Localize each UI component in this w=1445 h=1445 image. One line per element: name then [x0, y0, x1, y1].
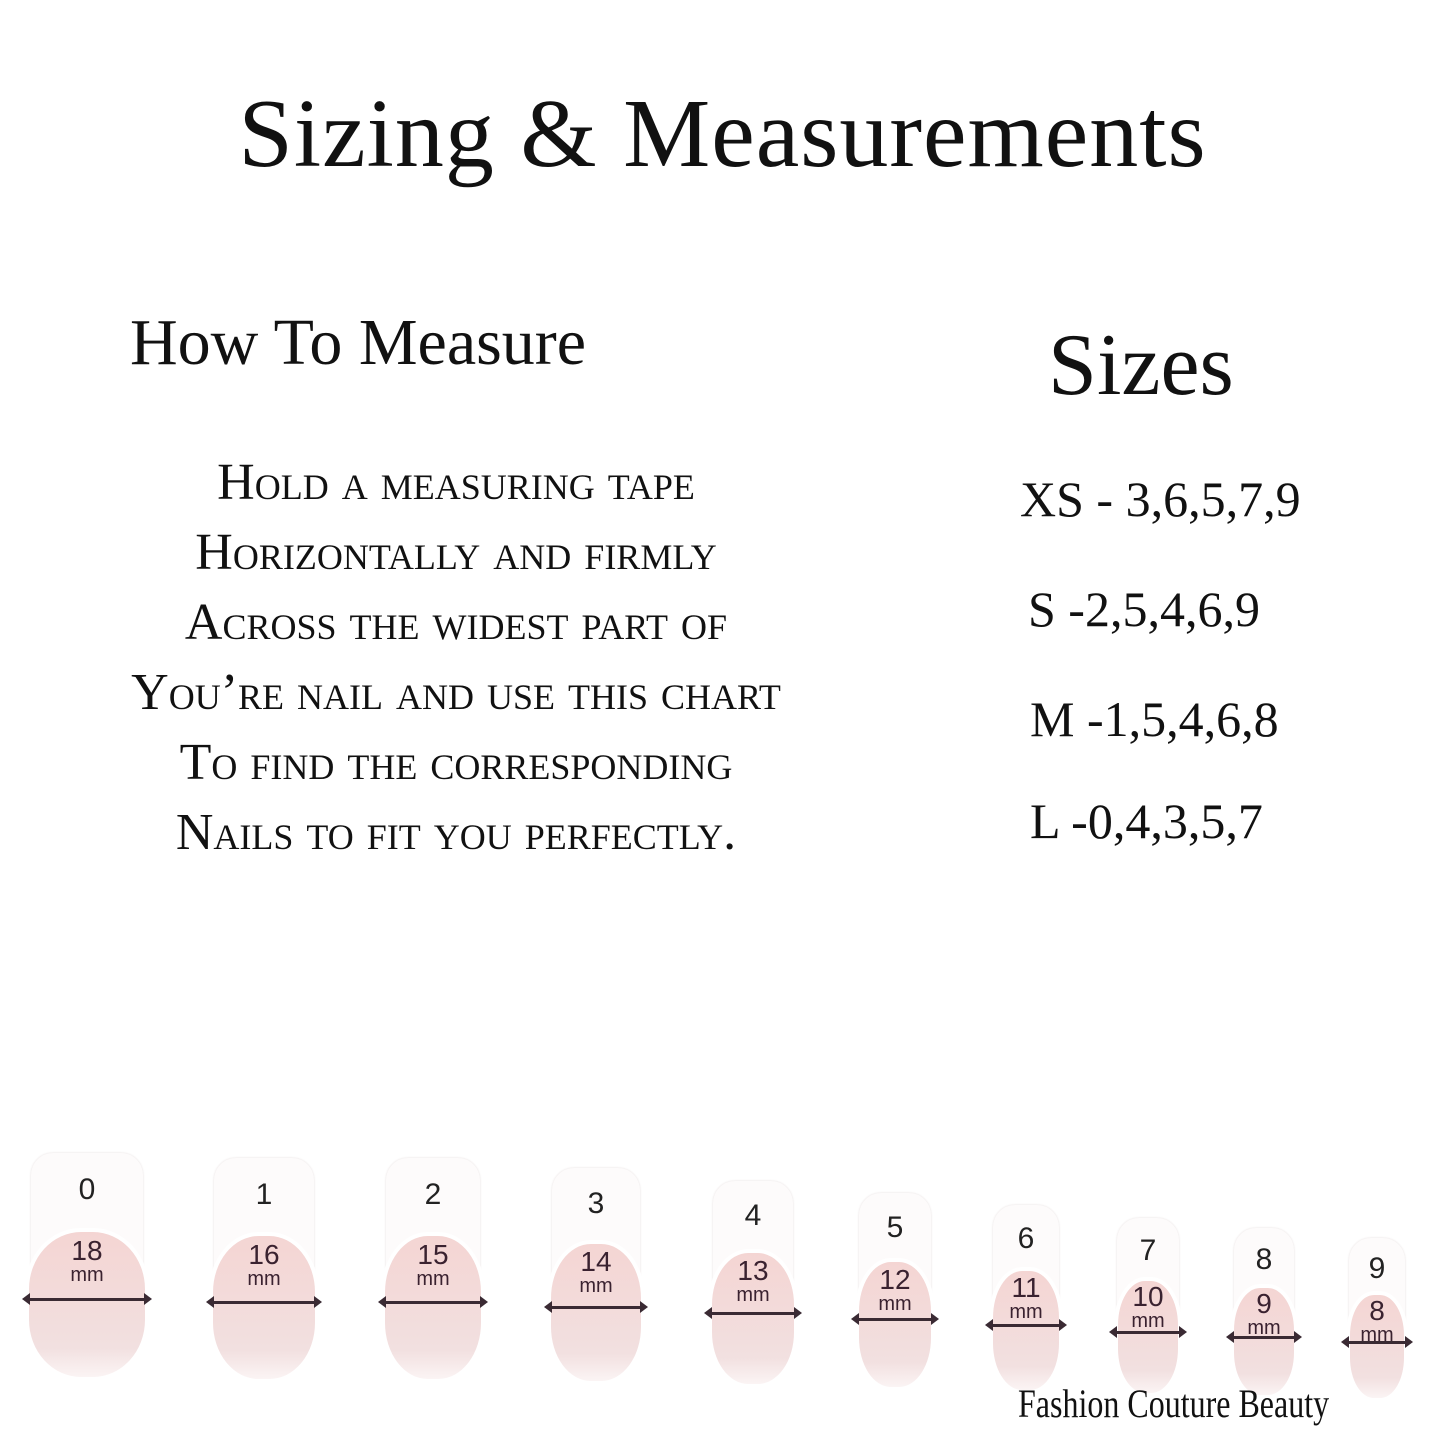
nail-width-label: 15 mm: [368, 1238, 498, 1290]
nail-number: 2: [424, 1177, 442, 1211]
nail-width-value: 13: [737, 1254, 769, 1286]
double-arrow-icon: [851, 1313, 939, 1325]
nail-width-value: 11: [1011, 1272, 1041, 1304]
nail-number: 7: [1139, 1233, 1157, 1267]
nail-size-8: 8 9 mm: [1222, 1228, 1306, 1443]
size-row-l: L -0,4,3,5,7: [1030, 793, 1263, 849]
nail-width-value: 9: [1256, 1288, 1272, 1320]
nail-width-value: 18: [71, 1235, 103, 1267]
nail-width-unit: mm: [1247, 1317, 1281, 1340]
nail-width-value: 14: [580, 1245, 612, 1277]
double-arrow-icon: [21, 1293, 152, 1305]
double-arrow-icon: [543, 1300, 649, 1313]
nail-width-label: 11 mm: [980, 1272, 1072, 1324]
nail-number: 1: [255, 1177, 273, 1211]
nail-number: 6: [1017, 1221, 1035, 1255]
double-arrow-icon: [985, 1319, 1067, 1331]
nail-width-unit: mm: [1360, 1324, 1394, 1347]
nail-bed: [1113, 1276, 1183, 1397]
double-arrow-icon: [1109, 1325, 1188, 1338]
double-arrow-icon: [205, 1295, 323, 1308]
size-row-m: M -1,5,4,6,8: [1030, 691, 1279, 747]
nail-width-unit: mm: [416, 1267, 450, 1290]
size-row-s: S -2,5,4,6,9: [1028, 581, 1260, 637]
nail-size-5: 5 12 mm: [845, 1193, 945, 1443]
nail-size-0: 0 18 mm: [9, 1153, 165, 1443]
instruction-line: Horizontally and firmly: [195, 524, 717, 581]
nail-width-unit: mm: [247, 1267, 281, 1290]
instruction-line: Hold a measuring tape: [217, 454, 695, 511]
nail-width-label: 10 mm: [1105, 1281, 1191, 1333]
how-to-measure-heading: How To Measure: [130, 306, 587, 379]
nail-width-value: 16: [248, 1238, 280, 1270]
nail-size-chart: 0 18 mm 1 16 mm 2 15 mm 3 14 mm 4 13 mm 5 12 mm 6 11 mm 7 10 mm…: [0, 1110, 1445, 1445]
double-arrow-icon: [1226, 1330, 1302, 1343]
nail-size-9: 9 8 mm: [1338, 1238, 1416, 1443]
nail-size-2: 2 15 mm: [368, 1158, 498, 1443]
measure-instructions: Hold a measuring tape Horizontally and f…: [0, 448, 912, 868]
nail-width-unit: mm: [70, 1264, 104, 1287]
nail-size-1: 1 16 mm: [195, 1158, 333, 1443]
nail-width-label: 13 mm: [697, 1254, 809, 1306]
nail-number: 5: [886, 1210, 904, 1244]
nail-bed: [708, 1249, 798, 1389]
nail-width-unit: mm: [878, 1292, 912, 1315]
nail-width-unit: mm: [1131, 1310, 1165, 1333]
nail-width-label: 18 mm: [9, 1235, 165, 1287]
nail-width-label: 16 mm: [195, 1238, 333, 1290]
instruction-line: You’re nail and use this chart: [131, 664, 781, 721]
nail-width-unit: mm: [736, 1283, 770, 1306]
nail-width-value: 8: [1369, 1295, 1385, 1327]
nail-width-label: 14 mm: [535, 1245, 657, 1297]
nail-number: 3: [587, 1187, 605, 1221]
nail-size-7: 7 10 mm: [1105, 1218, 1191, 1443]
double-arrow-icon: [1341, 1335, 1413, 1348]
nail-width-label: 8 mm: [1338, 1295, 1416, 1347]
instruction-line: Nails to fit you perfectly.: [175, 804, 737, 861]
nail-width-label: 9 mm: [1222, 1288, 1306, 1340]
nail-number: 9: [1368, 1252, 1386, 1286]
nail-bed: [24, 1228, 150, 1382]
nail-number: 4: [744, 1199, 762, 1233]
nail-width-unit: mm: [579, 1274, 613, 1297]
page-title: Sizing & Measurements: [238, 80, 1207, 188]
nail-number: 8: [1255, 1243, 1273, 1277]
nail-number: 0: [78, 1173, 96, 1207]
brand-watermark: Fashion Couture Beauty: [1018, 1381, 1330, 1426]
double-arrow-icon: [377, 1295, 489, 1308]
instruction-line: Across the widest part of: [184, 594, 728, 651]
nail-width-value: 10: [1132, 1281, 1164, 1313]
nail-width-value: 15: [417, 1238, 449, 1270]
nail-width-unit: mm: [1009, 1301, 1043, 1324]
nail-size-3: 3 14 mm: [535, 1168, 657, 1443]
sizes-heading: Sizes: [1048, 317, 1234, 414]
instruction-line: To find the corresponding: [179, 734, 733, 791]
nail-size-6: 6 11 mm: [980, 1205, 1072, 1443]
size-row-xs: XS - 3,6,5,7,9: [1020, 471, 1301, 527]
nail-width-value: 12: [879, 1263, 911, 1295]
nail-bed: [1230, 1283, 1298, 1400]
nail-width-label: 12 mm: [845, 1263, 945, 1315]
nail-size-4: 4 13 mm: [697, 1181, 809, 1443]
double-arrow-icon: [704, 1307, 802, 1319]
